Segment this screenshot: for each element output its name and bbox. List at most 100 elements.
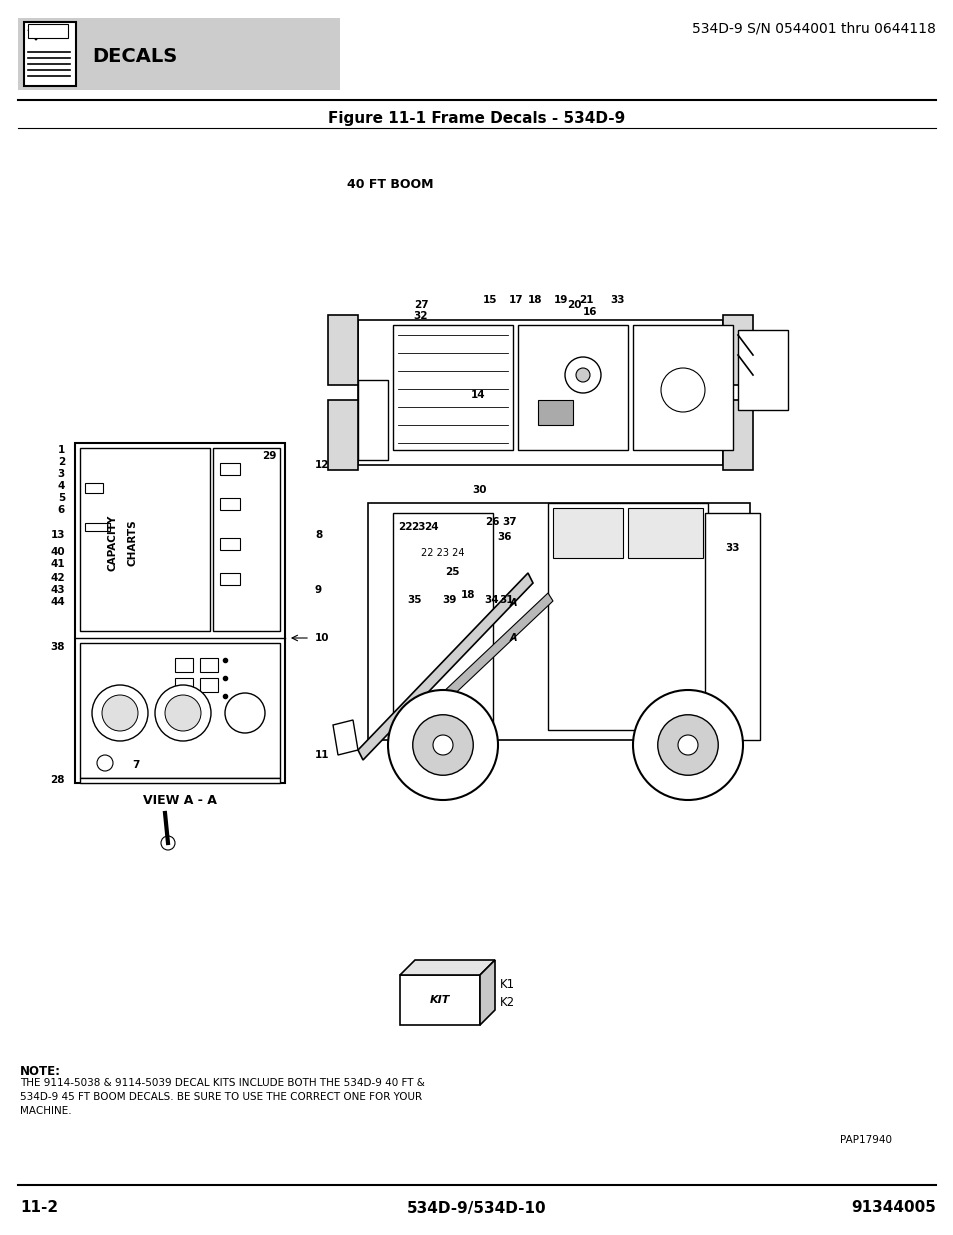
Text: 31: 31 [499,595,514,605]
Circle shape [388,690,497,800]
Bar [24,22,76,86]
Text: 27: 27 [414,300,428,310]
Polygon shape [333,720,357,755]
Text: 28: 28 [51,776,65,785]
Bar [213,448,280,631]
Text: 14: 14 [470,390,485,400]
Bar [220,538,240,550]
Text: VIEW A - A: VIEW A - A [143,794,216,808]
Polygon shape [399,960,495,974]
Bar [547,503,707,730]
Circle shape [165,695,201,731]
Text: 39: 39 [442,595,456,605]
Text: 16: 16 [582,308,597,317]
Bar [722,315,752,385]
Text: 1: 1 [58,445,65,454]
Polygon shape [402,593,553,739]
Text: 5: 5 [58,493,65,503]
Circle shape [154,685,211,741]
Text: 9: 9 [314,585,322,595]
Text: 37: 37 [502,517,517,527]
Bar [85,522,110,531]
Text: 10: 10 [314,634,329,643]
Circle shape [225,693,265,734]
Text: THE 9114-5038 & 9114-5039 DECAL KITS INCLUDE BOTH THE 534D-9 40 FT &
534D-9 45 F: THE 9114-5038 & 9114-5039 DECAL KITS INC… [20,1078,424,1116]
Circle shape [97,755,112,771]
Text: K1: K1 [499,978,515,992]
Polygon shape [479,960,495,1025]
Text: 29: 29 [262,451,276,461]
Text: 8: 8 [314,530,322,540]
Text: 40 FT BOOM: 40 FT BOOM [346,179,433,191]
Text: 44: 44 [51,597,65,606]
Bar [393,513,493,740]
Bar [174,678,193,692]
Text: 18: 18 [527,295,541,305]
Bar [80,448,210,631]
Text: 21: 21 [578,295,593,305]
Bar [399,974,479,1025]
Text: 20: 20 [566,300,580,310]
Text: CHARTS: CHARTS [128,520,138,567]
Text: 17: 17 [508,295,523,305]
Circle shape [633,690,742,800]
Text: 3: 3 [58,469,65,479]
Circle shape [576,368,589,382]
Text: A: A [509,634,517,643]
Text: 33: 33 [725,543,740,553]
Text: 22 23 24: 22 23 24 [421,548,464,558]
Bar [517,325,627,450]
Text: 36: 36 [497,532,512,542]
Bar [328,400,357,471]
Text: 24: 24 [423,522,437,532]
Text: 7: 7 [132,760,140,769]
Text: 38: 38 [51,642,65,652]
Polygon shape [28,30,44,40]
Circle shape [657,715,718,776]
Bar [220,498,240,510]
Text: 15: 15 [482,295,497,305]
Bar [80,643,280,778]
Text: NOTE:: NOTE: [20,1065,61,1078]
Circle shape [91,685,148,741]
Bar [18,19,339,90]
Circle shape [102,695,138,731]
Text: 33: 33 [610,295,624,305]
Bar [627,508,702,558]
Bar [722,400,752,471]
Text: 41: 41 [51,559,65,569]
Bar [704,513,760,740]
Bar [633,325,732,450]
Circle shape [678,735,698,755]
Text: K2: K2 [499,995,515,1009]
Bar [553,508,622,558]
Polygon shape [357,573,533,760]
Bar [738,330,787,410]
Text: 13: 13 [51,530,65,540]
Text: 43: 43 [51,585,65,595]
Text: 40: 40 [51,547,65,557]
Circle shape [161,836,174,850]
Bar [85,483,103,493]
Text: A: A [509,598,517,608]
Text: 11: 11 [314,750,329,760]
Text: KIT: KIT [430,995,450,1005]
Bar [328,315,357,385]
Text: Figure 11-1 Frame Decals - 534D-9: Figure 11-1 Frame Decals - 534D-9 [328,110,625,126]
Text: 19: 19 [554,295,568,305]
Text: 6: 6 [58,505,65,515]
Text: 30: 30 [473,485,487,495]
Text: 34: 34 [484,595,498,605]
Bar [75,443,285,783]
Bar [357,380,388,459]
Text: 534D-9/534D-10: 534D-9/534D-10 [407,1200,546,1215]
Circle shape [433,735,453,755]
Text: 35: 35 [407,595,422,605]
Text: 18: 18 [460,590,475,600]
Bar [393,325,513,450]
Bar [220,573,240,585]
Text: DECALS: DECALS [91,47,177,67]
Text: 12: 12 [314,459,329,471]
Text: 23: 23 [411,522,425,532]
Text: 22: 22 [397,522,412,532]
